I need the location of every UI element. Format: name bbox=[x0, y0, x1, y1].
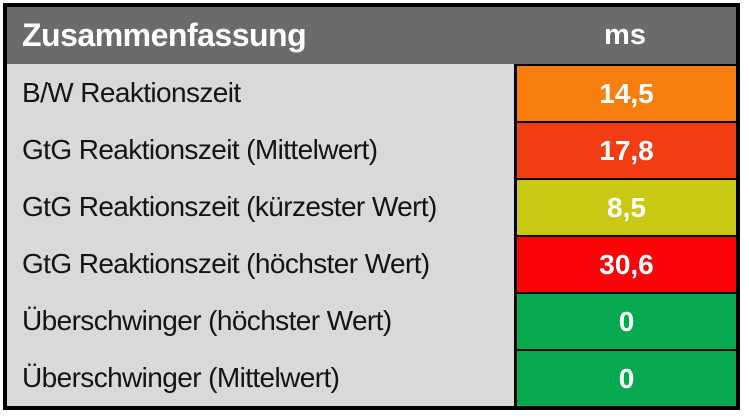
table-row: GtG Reaktionszeit (höchster Wert) 30,6 bbox=[7, 235, 736, 292]
row-value: 0 bbox=[514, 292, 736, 349]
table-row: B/W Reaktionszeit 14,5 bbox=[7, 64, 736, 121]
row-label: GtG Reaktionszeit (Mittelwert) bbox=[7, 121, 514, 178]
row-value: 8,5 bbox=[514, 178, 736, 235]
row-value: 17,8 bbox=[514, 121, 736, 178]
table-row: Überschwinger (Mittelwert) 0 bbox=[7, 349, 736, 406]
row-value: 14,5 bbox=[514, 64, 736, 121]
row-label: B/W Reaktionszeit bbox=[7, 64, 514, 121]
summary-table: Zusammenfassung ms B/W Reaktionszeit 14,… bbox=[3, 3, 740, 410]
table-row: GtG Reaktionszeit (Mittelwert) 17,8 bbox=[7, 121, 736, 178]
table-header-row: Zusammenfassung ms bbox=[7, 7, 736, 64]
table-row: Überschwinger (höchster Wert) 0 bbox=[7, 292, 736, 349]
row-label: GtG Reaktionszeit (kürzester Wert) bbox=[7, 178, 514, 235]
row-label: Überschwinger (höchster Wert) bbox=[7, 292, 514, 349]
row-value: 30,6 bbox=[514, 235, 736, 292]
table-title: Zusammenfassung bbox=[22, 17, 307, 53]
unit-column-header: ms bbox=[604, 19, 646, 51]
table-row: GtG Reaktionszeit (kürzester Wert) 8,5 bbox=[7, 178, 736, 235]
row-label: Überschwinger (Mittelwert) bbox=[7, 349, 514, 406]
row-label: GtG Reaktionszeit (höchster Wert) bbox=[7, 235, 514, 292]
row-value: 0 bbox=[514, 349, 736, 406]
